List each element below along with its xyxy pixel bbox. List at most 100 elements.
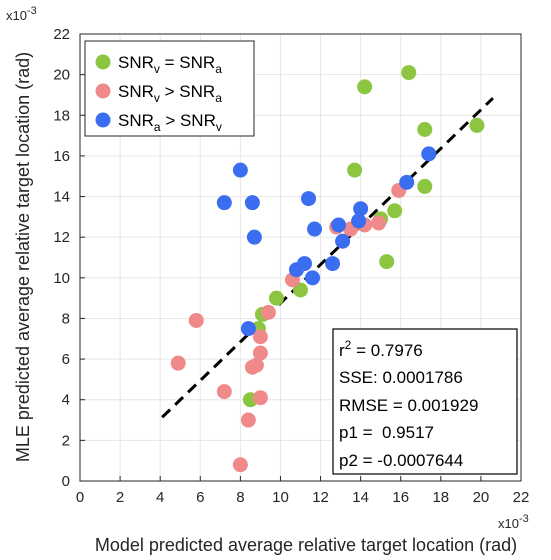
data-point xyxy=(244,195,260,211)
legend-marker xyxy=(95,83,111,99)
y-tick-label: 8 xyxy=(62,310,70,327)
x-tick-label: 18 xyxy=(432,489,449,506)
x-tick-label: 20 xyxy=(473,489,490,506)
data-point xyxy=(417,178,433,194)
fit-line xyxy=(161,97,494,419)
legend-label-part: = SNR xyxy=(160,53,215,72)
fit-statistics-box: r2 = 0.7976 SSE: 0.0001786 RMSE = 0.0019… xyxy=(332,328,518,475)
data-point xyxy=(232,457,248,473)
y-tick-label: 18 xyxy=(53,107,70,124)
x-tick-label: 4 xyxy=(156,489,164,506)
data-point xyxy=(170,355,186,371)
y-tick-label: 4 xyxy=(62,392,70,409)
data-point xyxy=(421,146,437,162)
data-point xyxy=(417,121,433,137)
data-point xyxy=(351,213,367,229)
data-point xyxy=(252,329,268,345)
y-exponent-base: x10 xyxy=(6,8,27,23)
legend-label-part: > SNR xyxy=(160,82,215,101)
legend-label-part: SNR xyxy=(118,53,154,72)
data-point xyxy=(331,217,347,233)
stats-r2: r2 = 0.7976 xyxy=(339,338,423,360)
data-point xyxy=(379,254,395,270)
x-tick-label: 16 xyxy=(392,489,409,506)
legend-label-part: v xyxy=(154,62,160,76)
data-point xyxy=(252,390,268,406)
data-point xyxy=(305,270,321,286)
x-tick-label: 22 xyxy=(513,489,530,506)
data-point xyxy=(301,191,317,207)
legend-label-part: SNR xyxy=(118,82,154,101)
stats-r2-power: 2 xyxy=(345,338,352,352)
legend-label: SNRv = SNRa xyxy=(118,53,222,76)
data-point xyxy=(335,233,351,249)
data-point xyxy=(307,221,323,237)
y-axis-label: MLE predicted average relative target lo… xyxy=(13,52,33,462)
legend-label: SNRv > SNRa xyxy=(118,82,222,105)
stats-sse: SSE: 0.0001786 xyxy=(339,368,463,387)
data-point xyxy=(325,256,341,272)
y-tick-label: 22 xyxy=(53,26,70,43)
legend-box xyxy=(84,40,255,137)
x-axis-label: Model predicted average relative target … xyxy=(95,535,517,555)
y-tick-label: 6 xyxy=(62,351,70,368)
y-axis-ticks: 0 2 4 6 8 10 12 14 16 18 20 22 xyxy=(53,26,85,490)
x-tick-label: 10 xyxy=(272,489,289,506)
y-exponent-power: -3 xyxy=(27,5,37,17)
data-point xyxy=(216,384,232,400)
data-point xyxy=(399,174,415,190)
data-point xyxy=(260,304,276,320)
plot-area-border xyxy=(79,33,522,482)
x-tick-label: 2 xyxy=(116,489,124,506)
stats-rmse: RMSE = 0.001929 xyxy=(339,396,478,415)
y-tick-label: 12 xyxy=(53,229,70,246)
x-axis-ticks: 0 2 4 6 8 10 12 14 16 18 20 22 xyxy=(76,476,530,506)
x-exponent-label: x10-3 xyxy=(498,513,529,531)
y-exponent-label: x10-3 xyxy=(6,5,37,23)
data-point xyxy=(371,215,387,231)
x-tick-label: 0 xyxy=(76,489,84,506)
data-point xyxy=(347,162,363,178)
stats-r2-base: r xyxy=(339,341,345,360)
data-point xyxy=(353,201,369,217)
x-tick-label: 8 xyxy=(236,489,244,506)
legend-label-part: > SNR xyxy=(161,111,216,130)
data-point xyxy=(188,312,204,328)
data-point xyxy=(216,195,232,211)
data-point xyxy=(401,65,417,81)
data-point xyxy=(252,345,268,361)
y-tick-label: 20 xyxy=(53,67,70,84)
data-point xyxy=(357,79,373,95)
data-point xyxy=(240,321,256,337)
legend-label: SNRa > SNRv xyxy=(118,111,222,134)
legend-label-part: SNR xyxy=(118,111,154,130)
x-tick-label: 6 xyxy=(196,489,204,506)
legend-label-part: a xyxy=(215,62,222,76)
data-point xyxy=(246,229,262,245)
data-point xyxy=(240,412,256,428)
x-tick-label: 14 xyxy=(352,489,369,506)
x-tick-label: 12 xyxy=(312,489,329,506)
stats-r2-value: = 0.7976 xyxy=(351,341,422,360)
x-exponent-base: x10 xyxy=(498,516,519,531)
data-points xyxy=(170,65,485,473)
data-point xyxy=(248,357,264,373)
stats-p2: p2 = -0.0007644 xyxy=(339,451,463,470)
data-point xyxy=(469,117,485,133)
y-tick-label: 16 xyxy=(53,148,70,165)
stats-p1: p1 = 0.9517 xyxy=(339,423,434,442)
y-tick-label: 14 xyxy=(53,189,70,206)
data-point xyxy=(268,290,284,306)
data-point xyxy=(293,282,308,298)
y-tick-label: 10 xyxy=(53,270,70,287)
data-point xyxy=(232,162,248,178)
legend-marker xyxy=(95,54,111,70)
legend-label-part: a xyxy=(154,120,161,134)
legend-label-part: v xyxy=(154,91,160,105)
legend-marker xyxy=(95,112,111,128)
series-2 xyxy=(216,146,437,337)
y-tick-label: 2 xyxy=(62,432,70,449)
legend-label-part: a xyxy=(215,91,222,105)
